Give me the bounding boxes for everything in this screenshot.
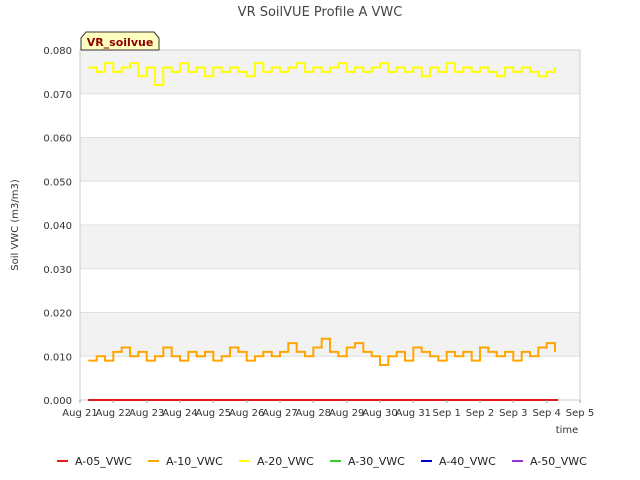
- plot-band: [80, 137, 580, 182]
- x-tick-label: Aug 27: [262, 408, 297, 419]
- y-axis-label: Soil VWC (m3/m3): [10, 179, 21, 271]
- legend-label: A-05_VWC: [75, 455, 132, 468]
- x-tick-label: Sep 3: [499, 408, 527, 419]
- x-tick-label: Sep 1: [432, 408, 460, 419]
- x-tick-label: Sep 2: [466, 408, 494, 419]
- legend-label: A-20_VWC: [257, 455, 314, 468]
- series-line-a-20-vwc: [88, 62, 556, 86]
- x-tick-label: Aug 25: [196, 408, 231, 419]
- x-tick-label: Aug 22: [96, 408, 131, 419]
- legend: A-05_VWC A-10_VWC A-20_VWC A-30_VWC A-40_VWC…: [57, 455, 587, 468]
- y-tick-label: 0.030: [43, 265, 72, 276]
- y-tick-label: 0.000: [43, 396, 72, 407]
- legend-label: A-10_VWC: [166, 455, 223, 468]
- legend-label: A-50_VWC: [530, 455, 587, 468]
- y-tick-label: 0.050: [43, 177, 72, 188]
- x-tick-label: Aug 31: [396, 408, 431, 419]
- x-tick-label: Aug 23: [129, 408, 164, 419]
- x-tick-label: Aug 26: [229, 408, 264, 419]
- x-axis-label: time: [556, 425, 579, 436]
- x-tick-label: Aug 30: [362, 408, 397, 419]
- x-tick-label: Aug 28: [296, 408, 331, 419]
- y-tick-label: 0.040: [43, 221, 72, 232]
- legend-label: A-30_VWC: [348, 455, 405, 468]
- site-badge: VR_soilvue: [80, 31, 160, 51]
- legend-label: A-40_VWC: [439, 455, 496, 468]
- y-tick-label: 0.070: [43, 90, 72, 101]
- y-tick-labels: 0.000 0.010 0.020 0.030 0.040 0.050 0.060 0.070…: [43, 46, 72, 407]
- site-badge-box: [80, 31, 160, 51]
- x-tick-label: Sep 5: [566, 408, 594, 419]
- y-tick-label: 0.020: [43, 309, 72, 320]
- chart-title: VR SoilVUE Profile A VWC: [238, 5, 403, 20]
- x-tick-label: Aug 24: [162, 408, 197, 419]
- x-tick-label: Aug 29: [329, 408, 364, 419]
- x-tick-label: Sep 4: [532, 408, 560, 419]
- y-tick-label: 0.060: [43, 134, 72, 145]
- y-tick-label: 0.010: [43, 352, 72, 363]
- y-tick-label: 0.080: [43, 46, 72, 57]
- x-tick-label: Aug 21: [62, 408, 97, 419]
- series-line-a-10-vwc: [88, 337, 556, 366]
- site-badge-label: VR_soilvue: [87, 36, 154, 49]
- plot-band: [80, 225, 580, 269]
